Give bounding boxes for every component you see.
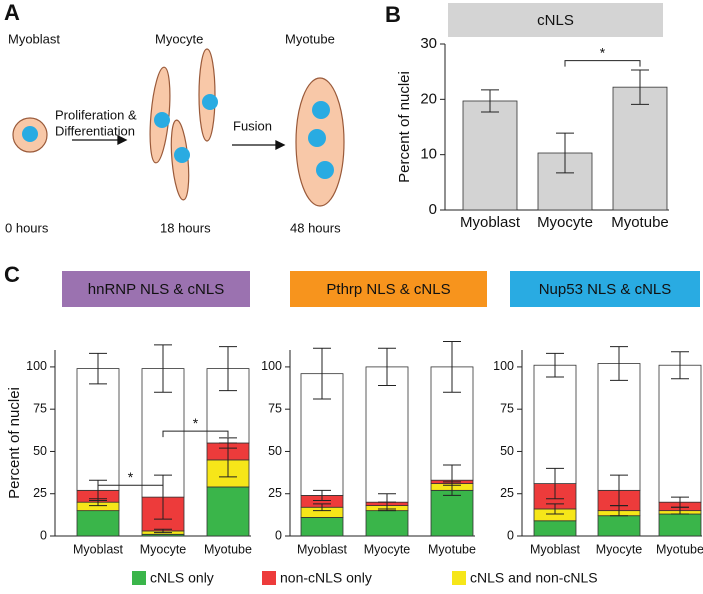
title-box	[290, 271, 487, 307]
y-tick-label: 50	[500, 444, 514, 458]
time-label: 48 hours	[290, 220, 341, 235]
bar-segment	[76, 510, 120, 537]
panel-label: C	[4, 262, 20, 287]
stage-label: Myoblast	[8, 31, 60, 46]
title-box	[510, 271, 700, 307]
legend-swatch	[452, 571, 466, 585]
bar-segment	[533, 364, 577, 484]
bar-segment	[533, 520, 577, 537]
x-tick-label: Myocyte	[364, 542, 411, 556]
chart-title: hnRNP NLS & cNLS	[88, 281, 224, 298]
stage-label: Myocyte	[155, 31, 203, 46]
x-tick-label: Myotube	[656, 542, 703, 556]
x-tick-label: Myocyte	[596, 542, 643, 556]
x-tick-label: Myocyte	[537, 214, 593, 231]
y-axis-label: Percent of nuclei	[6, 387, 23, 499]
bar-segment	[658, 364, 702, 503]
significance-bracket	[162, 430, 229, 438]
y-tick-label: 0	[507, 528, 514, 542]
y-tick-label: 100	[493, 359, 514, 373]
y-tick-label: 50	[268, 444, 282, 458]
arrow-label: Proliferation &	[55, 107, 137, 122]
chart-title: Nup53 NLS & cNLS	[539, 281, 672, 298]
y-tick-label: 25	[268, 486, 282, 500]
bar-segment	[206, 486, 250, 537]
y-tick-label: 100	[26, 359, 47, 373]
y-tick-label: 0	[40, 528, 47, 542]
panel-label: B	[385, 2, 401, 27]
significance-label: *	[193, 415, 199, 431]
y-tick-label: 25	[33, 486, 47, 500]
legend-swatch	[262, 571, 276, 585]
stage-label: Myotube	[285, 31, 335, 46]
arrow-label: Fusion	[233, 118, 272, 133]
bar-segment	[597, 363, 641, 491]
x-tick-label: Myoblast	[460, 214, 521, 231]
nuclei	[22, 94, 334, 179]
bar-segment	[430, 489, 474, 537]
y-tick-label: 50	[33, 444, 47, 458]
arrows	[72, 134, 286, 151]
x-tick-label: Myocyte	[140, 542, 187, 556]
y-tick-label: 0	[429, 201, 437, 218]
y-tick-label: 75	[268, 401, 282, 415]
arrow-label: Differentiation	[55, 123, 135, 138]
x-tick-label: Myoblast	[73, 542, 124, 556]
title-box	[62, 271, 250, 307]
legend-swatch	[132, 571, 146, 585]
y-tick-label: 10	[420, 146, 437, 163]
significance-label: *	[600, 44, 606, 60]
y-tick-label: 0	[275, 528, 282, 542]
bar	[462, 100, 518, 211]
legend-label: cNLS only	[150, 570, 214, 586]
y-tick-label: 75	[33, 401, 47, 415]
time-label: 18 hours	[160, 220, 211, 235]
bar-segment	[300, 517, 344, 537]
bar-segment	[365, 510, 409, 537]
significance-bracket	[97, 484, 164, 492]
y-tick-label: 75	[500, 401, 514, 415]
y-tick-label: 25	[500, 486, 514, 500]
significance-bracket	[564, 60, 641, 67]
time-label: 0 hours	[5, 220, 49, 235]
panel-label: A	[4, 0, 20, 25]
legend-label: cNLS and non-cNLS	[470, 570, 598, 586]
bar-segment	[365, 366, 409, 503]
bar-segment	[76, 368, 120, 491]
x-tick-label: Myotube	[204, 542, 252, 556]
legend-label: non-cNLS only	[280, 570, 372, 586]
chart-title: Pthrp NLS & cNLS	[326, 281, 450, 298]
bar-segment	[597, 515, 641, 537]
diagram: Myoblast Myocyte Myotube 0 hours 18 hour…	[5, 31, 345, 235]
bar	[612, 86, 668, 211]
x-tick-label: Myotube	[428, 542, 476, 556]
y-tick-label: 20	[420, 90, 437, 107]
x-tick-label: Myoblast	[530, 542, 581, 556]
y-tick-label: 30	[420, 35, 437, 52]
y-tick-label: 100	[261, 359, 282, 373]
y-axis-label: Percent of nuclei	[396, 71, 413, 183]
bar-segment	[658, 513, 702, 537]
x-tick-label: Myotube	[611, 214, 669, 231]
x-tick-label: Myoblast	[297, 542, 348, 556]
chart-title: cNLS	[537, 12, 574, 29]
significance-label: *	[128, 469, 134, 485]
title-box	[448, 3, 663, 37]
